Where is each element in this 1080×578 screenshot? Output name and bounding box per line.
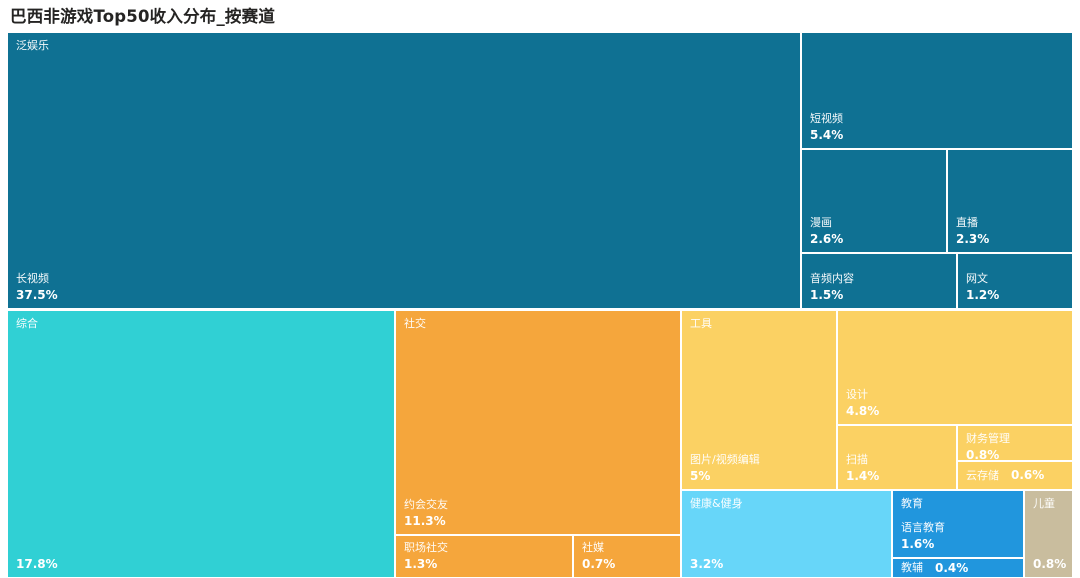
treemap-node[interactable]: 泛娱乐长视频 37.5% (8, 33, 800, 308)
treemap-node[interactable]: 健康&健身 3.2% (682, 491, 891, 577)
treemap-leaf-label: 设计 4.8% (846, 387, 1064, 419)
treemap-node-name: 短视频 (810, 111, 843, 125)
treemap-leaf-label: 语言教育 1.6% (901, 520, 1015, 552)
treemap-node-value: 37.5% (16, 287, 58, 302)
treemap-leaf-label: 长视频 37.5% (16, 271, 792, 303)
treemap-node-value: 0.8% (1033, 556, 1067, 571)
treemap-node-name: 扫描 (846, 452, 868, 466)
treemap-node-name: 健康&健身 (690, 497, 743, 510)
treemap-node-value: 1.4% (846, 468, 880, 483)
treemap-node-value: 0.8% (966, 447, 1000, 460)
treemap-node-name: 音频内容 (810, 271, 854, 285)
treemap-node[interactable]: 网文 1.2% (958, 254, 1072, 308)
treemap-node[interactable]: 工具图片/视频编辑 5% (682, 311, 836, 489)
treemap-node-name: 社媒 (582, 540, 604, 554)
treemap-node-name: 儿童 (1033, 497, 1055, 510)
treemap-node-value: 1.3% (404, 556, 438, 571)
treemap-node[interactable]: 直播 2.3% (948, 150, 1072, 252)
treemap-leaf-label: 约会交友 11.3% (404, 497, 672, 529)
treemap-node[interactable]: 财务管理 0.8% (958, 426, 1072, 460)
treemap-leaf-label: 职场社交 1.3% (404, 540, 564, 572)
treemap-node-value: 1.6% (901, 536, 935, 551)
treemap-leaf-label: 社媒 0.7% (582, 540, 672, 572)
treemap-node[interactable]: 职场社交 1.3% (396, 536, 572, 577)
treemap-node-value: 2.6% (810, 231, 844, 246)
treemap-node-name: 语言教育 (901, 520, 945, 534)
treemap-node[interactable]: 扫描 1.4% (838, 426, 956, 489)
treemap-group-label: 泛娱乐 (16, 39, 49, 52)
treemap-leaf-label: 音频内容 1.5% (810, 271, 948, 303)
treemap-node[interactable]: 社交约会交友 11.3% (396, 311, 680, 534)
treemap-node-value: 0.4% (935, 560, 969, 575)
treemap-node-name: 长视频 (16, 271, 49, 285)
treemap-node[interactable]: 短视频 5.4% (802, 33, 1072, 148)
treemap-node[interactable]: 云存储 0.6% (958, 462, 1072, 489)
treemap-node-value: 2.3% (956, 231, 990, 246)
treemap-node-value: 5.4% (810, 127, 844, 142)
treemap-node[interactable]: 音频内容 1.5% (802, 254, 956, 308)
treemap-node-value: 0.7% (582, 556, 616, 571)
treemap-node[interactable]: 儿童 0.8% (1025, 491, 1072, 577)
treemap-node-name: 约会交友 (404, 497, 448, 511)
treemap-node-value: 1.5% (810, 287, 844, 302)
treemap-leaf-label: 财务管理 0.8% (966, 431, 1064, 460)
treemap-node[interactable]: 社媒 0.7% (574, 536, 680, 577)
treemap-leaf-label: 扫描 1.4% (846, 452, 948, 484)
treemap-node[interactable]: 综合 17.8% (8, 311, 394, 577)
treemap-node[interactable]: 设计 4.8% (838, 311, 1072, 424)
treemap-node-value: 4.8% (846, 403, 880, 418)
treemap-node-name: 设计 (846, 387, 868, 401)
treemap-node-name: 网文 (966, 271, 988, 285)
treemap-leaf-label: 直播 2.3% (956, 215, 1064, 247)
treemap-node-name: 财务管理 (966, 432, 1010, 445)
treemap-group-label: 社交 (404, 317, 426, 330)
treemap-node-value: 3.2% (690, 556, 724, 571)
treemap-node[interactable]: 教育语言教育 1.6% (893, 491, 1023, 557)
treemap-leaf-label: 短视频 5.4% (810, 111, 1064, 143)
treemap-node-value: 1.2% (966, 287, 1000, 302)
treemap-group-label: 教育 (901, 497, 923, 510)
treemap-node-name: 图片/视频编辑 (690, 452, 760, 466)
treemap-leaf-label: 图片/视频编辑 5% (690, 452, 828, 484)
treemap-node[interactable]: 教辅 0.4% (893, 559, 1023, 577)
treemap-node-value: 17.8% (16, 556, 58, 571)
treemap-node-name: 漫画 (810, 215, 832, 229)
treemap-node-name: 云存储 (966, 468, 999, 482)
treemap-node[interactable]: 漫画 2.6% (802, 150, 946, 252)
treemap-node-value: 11.3% (404, 513, 446, 528)
treemap-group-label: 工具 (690, 317, 712, 330)
treemap-node-name: 教辅 (901, 561, 923, 575)
treemap-node-name: 职场社交 (404, 540, 448, 554)
chart-title: 巴西非游戏Top50收入分布_按赛道 (10, 7, 276, 26)
treemap-node-name: 直播 (956, 215, 978, 229)
treemap-node-name: 综合 (16, 317, 38, 330)
treemap-leaf-label: 网文 1.2% (966, 271, 1064, 303)
treemap-node-value: 0.6% (1011, 468, 1045, 483)
treemap-node-value: 5% (690, 468, 711, 483)
treemap-leaf-label: 漫画 2.6% (810, 215, 938, 247)
